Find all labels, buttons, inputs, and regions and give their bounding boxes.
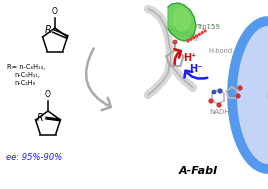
Polygon shape <box>168 3 196 41</box>
Circle shape <box>187 40 189 42</box>
Text: O: O <box>45 90 51 99</box>
Circle shape <box>193 37 195 39</box>
Circle shape <box>190 38 192 40</box>
Circle shape <box>196 35 198 37</box>
Circle shape <box>173 40 177 44</box>
Text: H⁻: H⁻ <box>189 64 203 74</box>
Polygon shape <box>232 21 268 169</box>
Text: n-C₄H₉: n-C₄H₉ <box>14 80 35 86</box>
Circle shape <box>238 86 242 90</box>
Text: R: R <box>37 113 43 123</box>
Text: H⁺: H⁺ <box>183 53 196 63</box>
Text: R= n-C₆H₁₃,: R= n-C₆H₁₃, <box>7 64 45 70</box>
Circle shape <box>204 30 206 32</box>
Text: ee: 95%-90%: ee: 95%-90% <box>6 153 62 161</box>
Circle shape <box>218 89 222 93</box>
Circle shape <box>209 99 213 103</box>
Circle shape <box>236 94 240 98</box>
Circle shape <box>212 90 216 94</box>
Text: R: R <box>44 25 51 35</box>
FancyArrowPatch shape <box>184 71 207 79</box>
Text: Trp159: Trp159 <box>196 24 220 30</box>
Polygon shape <box>174 8 190 31</box>
Text: NADH: NADH <box>210 109 230 115</box>
Text: n-C₅H₁₁,: n-C₅H₁₁, <box>14 72 40 78</box>
FancyArrowPatch shape <box>174 49 181 64</box>
Circle shape <box>217 103 221 107</box>
Text: O: O <box>52 7 58 16</box>
FancyArrowPatch shape <box>86 48 111 110</box>
Text: A-FabI: A-FabI <box>178 166 218 176</box>
Circle shape <box>198 33 200 35</box>
Circle shape <box>201 32 203 34</box>
Text: H-bond: H-bond <box>208 48 232 54</box>
